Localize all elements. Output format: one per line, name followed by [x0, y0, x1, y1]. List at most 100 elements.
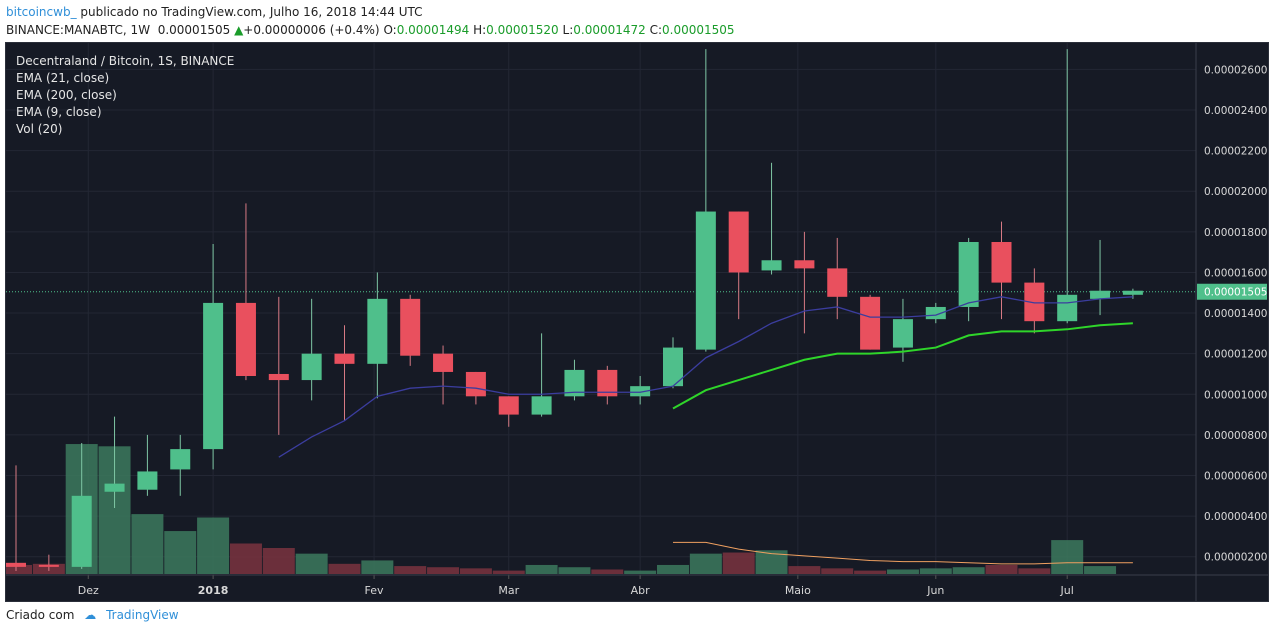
candle-body	[695, 211, 716, 350]
legend-ema-200[interactable]: EMA (200, close)	[16, 88, 117, 102]
candle-body	[137, 471, 158, 490]
open-label: O:	[383, 23, 397, 37]
time-tick-label: Jun	[926, 584, 944, 597]
candle-body	[367, 298, 388, 364]
high-value: 0.00001520	[486, 23, 559, 37]
time-tick-label: Abr	[631, 584, 651, 597]
legend-title: Decentraland / Bitcoin, 1S, BINANCE	[16, 54, 235, 68]
candle-body	[1057, 294, 1078, 322]
tradingview-logo-icon[interactable]: ☁	[84, 608, 97, 622]
close-label: C:	[649, 23, 663, 37]
volume-bar	[886, 569, 919, 574]
volume-bar	[952, 567, 985, 574]
volume-bar	[459, 568, 492, 574]
candle-body	[531, 396, 552, 415]
price-tick-label: 0.00002400	[1204, 105, 1267, 117]
price-tick-label: 0.00001600	[1204, 267, 1267, 279]
candle-body	[564, 369, 585, 397]
time-tick-label: 2018	[198, 584, 229, 597]
legend-ema-9[interactable]: EMA (9, close)	[16, 105, 102, 119]
price-tick-label: 0.00001200	[1204, 349, 1267, 361]
volume-bar	[591, 569, 624, 574]
volume-bar	[427, 567, 460, 574]
open-value: 0.00001494	[396, 23, 470, 37]
volume-bar	[492, 570, 525, 574]
candle-body	[991, 241, 1012, 283]
price-tick-label: 0.00002000	[1204, 186, 1267, 198]
volume-bar	[657, 564, 689, 574]
candle-body	[433, 353, 454, 372]
author-link[interactable]: bitcoincwb_	[6, 5, 77, 19]
volume-bar	[197, 517, 230, 574]
volume-bar	[689, 553, 722, 574]
ema-short-line	[278, 296, 1133, 458]
candle-body	[235, 302, 256, 377]
price-chart[interactable]: 0.00002600 0.00002400 0.00002200 0.00002000…	[6, 43, 1268, 601]
up-arrow-icon: ▲	[234, 23, 244, 37]
volume-bar	[328, 563, 361, 574]
candle-body	[498, 396, 519, 415]
candle-body	[663, 347, 683, 387]
candle-body	[892, 319, 913, 348]
candle-body	[1090, 290, 1111, 299]
candle-body	[794, 260, 815, 269]
price-tick-label: 0.00000400	[1204, 511, 1267, 523]
last-price-badge-label: 0.00001505	[1204, 287, 1267, 299]
candle-body	[301, 353, 322, 381]
candle-body	[728, 211, 749, 273]
price-tick-label: 0.00000200	[1204, 552, 1267, 564]
candle-body	[597, 369, 618, 397]
created-with-text: Criado com	[6, 608, 75, 622]
footer: Criado com ☁ TradingView	[6, 608, 179, 622]
candle-body	[6, 562, 26, 567]
candle-body	[38, 564, 59, 567]
candle-body	[761, 260, 782, 271]
candle-body	[203, 302, 224, 450]
change-value: +0.00000006 (+0.4%)	[243, 23, 380, 37]
volume-bar	[6, 564, 32, 574]
legend-ema-21[interactable]: EMA (21, close)	[16, 71, 110, 85]
low-value: 0.00001472	[573, 23, 646, 37]
price-tick-label: 0.00001800	[1204, 227, 1267, 239]
volume-bar	[624, 570, 657, 574]
candle-body	[71, 495, 92, 567]
chart-header: bitcoincwb_ publicado no TradingView.com…	[0, 0, 1274, 42]
last-price: 0.00001505	[157, 23, 231, 37]
time-tick-label: Dez	[78, 584, 99, 597]
candle-body	[170, 449, 191, 470]
ohlc-line: BINANCE:MANABTC, 1W 0.00001505 ▲+0.00000…	[6, 23, 735, 37]
volume-bar	[1018, 568, 1051, 574]
legend-volume[interactable]: Vol (20)	[16, 122, 63, 136]
candle-body	[827, 268, 848, 297]
tradingview-link[interactable]: TradingView	[106, 608, 179, 622]
volume-bar	[131, 514, 164, 574]
time-tick-label: Jul	[1060, 584, 1074, 597]
volume-bar	[361, 560, 394, 574]
candle-body	[630, 386, 651, 397]
high-label: H:	[473, 23, 487, 37]
indicator-legend: Decentraland / Bitcoin, 1S, BINANCE EMA …	[16, 53, 234, 138]
volume-bar	[1084, 566, 1117, 574]
ema-long-line	[672, 322, 1133, 410]
low-label: L:	[562, 23, 574, 37]
volume-bar	[262, 548, 295, 574]
time-tick-label: Maio	[785, 584, 811, 597]
time-tick-label: Mar	[498, 584, 519, 597]
volume-bar	[229, 543, 262, 574]
volume-bar	[558, 567, 591, 574]
published-text: publicado no TradingView.com, Julho 16, …	[80, 5, 423, 19]
publish-line: bitcoincwb_ publicado no TradingView.com…	[6, 5, 423, 19]
candle-body	[334, 353, 355, 364]
close-value: 0.00001505	[662, 23, 735, 37]
candle-body	[1122, 290, 1143, 295]
chart-area[interactable]: 0.00002600 0.00002400 0.00002200 0.00002000…	[5, 42, 1269, 602]
candle-body	[400, 298, 421, 356]
time-tick-label: Fev	[365, 584, 384, 597]
volume-ma-line	[673, 541, 1133, 565]
candle-body	[465, 371, 486, 397]
volume-bar	[722, 552, 755, 574]
price-tick-label: 0.00000600	[1204, 471, 1267, 483]
volume-bar	[985, 564, 1018, 574]
volume-bar	[394, 566, 427, 574]
price-tick-label: 0.00002200	[1204, 146, 1267, 158]
